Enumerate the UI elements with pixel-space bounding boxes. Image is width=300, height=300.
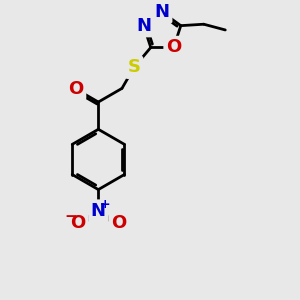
Text: −: − — [64, 209, 77, 224]
Text: N: N — [136, 17, 151, 35]
Text: O: O — [68, 80, 84, 98]
Text: +: + — [99, 198, 110, 211]
Text: O: O — [70, 214, 85, 232]
Text: O: O — [111, 214, 126, 232]
Text: N: N — [91, 202, 106, 220]
Text: S: S — [128, 58, 141, 76]
Text: N: N — [155, 3, 170, 21]
Text: O: O — [166, 38, 181, 56]
